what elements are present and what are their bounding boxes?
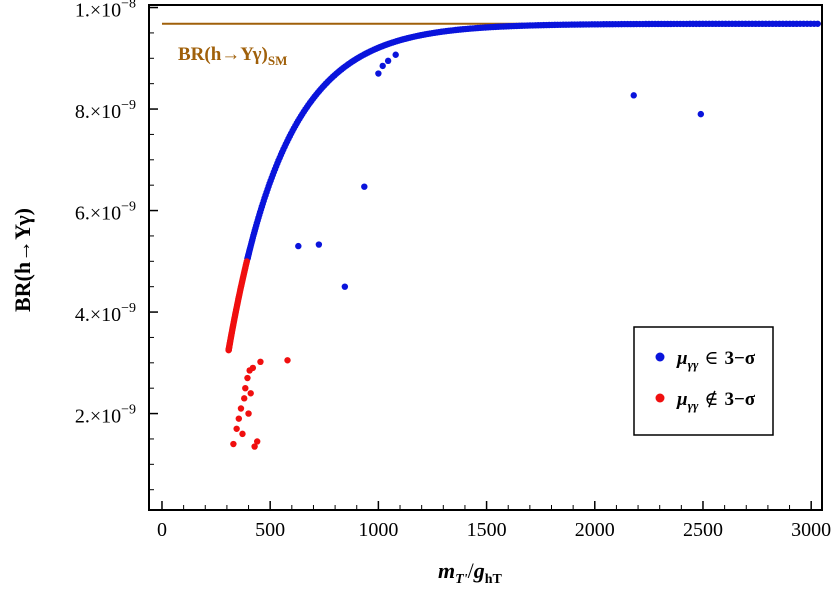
- data-point-out-3sigma: [243, 258, 251, 265]
- data-point-out-3sigma: [242, 384, 249, 392]
- data-point-out-3sigma: [251, 443, 258, 450]
- legend-label-out-3sigma: μγγ ∉ 3−σ: [676, 389, 756, 413]
- data-point-out-3sigma: [241, 395, 248, 402]
- legend-marker-out-3sigma: [655, 393, 665, 403]
- x-tick-label: 500: [255, 519, 285, 541]
- data-point-out-3sigma: [235, 415, 243, 422]
- data-point-in-3sigma: [379, 62, 386, 70]
- legend-label-in-3sigma: μγγ ∈ 3−σ: [676, 348, 756, 372]
- x-axis-title: mT'/ghT: [438, 558, 502, 587]
- data-point-out-3sigma: [254, 438, 261, 445]
- data-point-in-3sigma: [630, 92, 637, 99]
- data-point-in-3sigma: [315, 241, 323, 248]
- data-point-in-3sigma: [384, 57, 392, 65]
- x-tick-label: 2000: [575, 519, 615, 541]
- data-point-in-3sigma: [392, 51, 399, 58]
- data-point-out-3sigma: [249, 364, 257, 372]
- data-point-out-3sigma: [244, 374, 251, 382]
- data-point-in-3sigma: [295, 242, 302, 250]
- y-tick-label: 8.×10−9: [75, 98, 136, 123]
- data-point-in-3sigma: [361, 183, 368, 190]
- data-point-out-3sigma: [237, 405, 245, 412]
- data-point-in-3sigma: [375, 70, 382, 77]
- legend-box: [633, 326, 774, 436]
- legend-marker-in-3sigma: [655, 352, 665, 362]
- data-point-in-3sigma: [697, 110, 705, 118]
- sm-reference-label: BR(h→Υγ)SM: [178, 44, 287, 68]
- data-point-in-3sigma: [341, 283, 349, 290]
- data-point-out-3sigma: [230, 440, 237, 448]
- data-point-in-3sigma: [814, 20, 821, 27]
- data-point-out-3sigma: [239, 430, 246, 438]
- legend: μγγ ∈ 3−σ μγγ ∉ 3−σ: [633, 326, 774, 436]
- data-point-out-3sigma: [233, 425, 240, 432]
- y-tick-label: 1.×10−8: [75, 0, 136, 22]
- x-tick-label: 0: [157, 519, 167, 541]
- y-tick-label: 4.×10−9: [75, 301, 136, 326]
- y-tick-label: 2.×10−9: [75, 403, 136, 428]
- x-tick-label: 1500: [467, 519, 507, 541]
- y-tick-label: 6.×10−9: [75, 200, 136, 225]
- scatter-points: [225, 20, 821, 450]
- data-point-out-3sigma: [284, 357, 291, 364]
- x-tick-label: 2500: [683, 519, 723, 541]
- x-tick-label: 3000: [791, 519, 831, 541]
- data-point-out-3sigma: [247, 390, 254, 397]
- plot-frame: [148, 4, 823, 511]
- data-point-out-3sigma: [257, 358, 264, 365]
- y-axis-title: BR(h→Υγ): [10, 208, 35, 312]
- data-point-out-3sigma: [245, 410, 252, 417]
- x-tick-label: 1000: [358, 519, 398, 541]
